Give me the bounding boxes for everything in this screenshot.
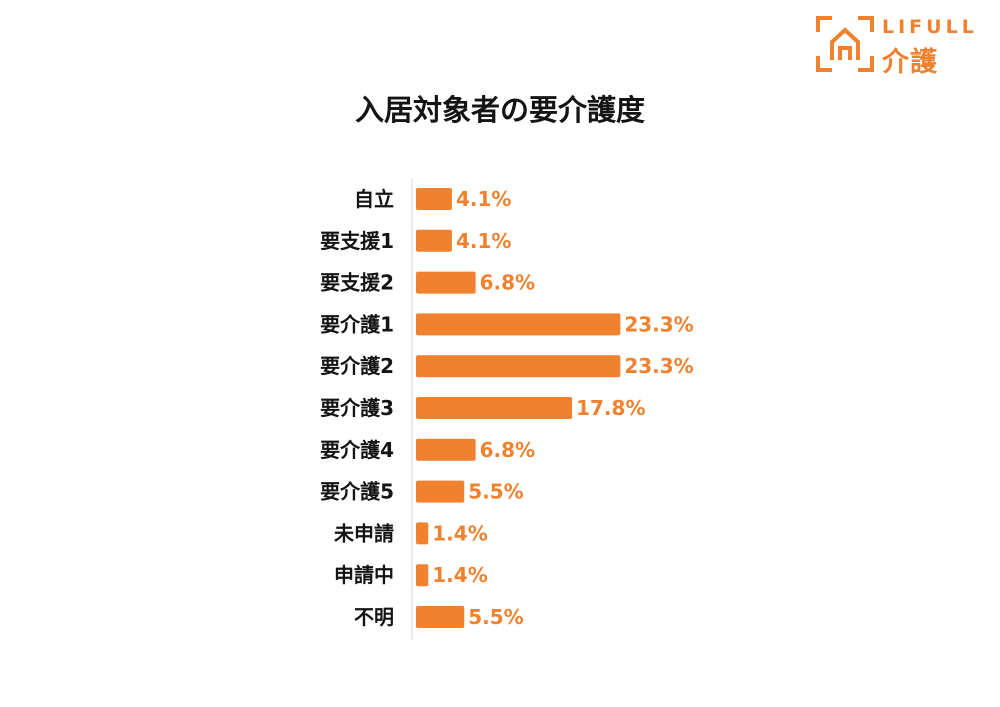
bar [416, 522, 429, 545]
bar [416, 564, 429, 587]
data-label: 17.8% [576, 396, 645, 420]
bar [416, 229, 452, 252]
chart-title: 入居対象者の要介護度 [354, 93, 645, 127]
bars-group: 自立 4.1% 要支援1 4.1% 要支援2 6.8% 要介護1 23.3% 要介護2 23.3%… [320, 187, 694, 629]
house-logo-icon [816, 16, 874, 72]
bar [416, 438, 476, 461]
category-label: 要支援2 [320, 271, 394, 295]
logo-subtitle: 介護 [882, 47, 938, 78]
lifull-kaigo-logo: LIFULL 介護 [816, 16, 986, 78]
data-label: 1.4% [432, 521, 487, 545]
data-label: 23.3% [624, 354, 693, 378]
category-label: 不明 [354, 605, 394, 629]
data-label: 4.1% [456, 187, 511, 211]
category-label: 自立 [354, 187, 394, 211]
bar [416, 397, 573, 419]
bar [416, 313, 621, 336]
bar [416, 480, 465, 503]
category-label: 未申請 [334, 521, 394, 545]
category-label: 要支援1 [320, 229, 394, 253]
bar [416, 355, 621, 378]
data-label: 23.3% [624, 312, 693, 336]
category-label: 要介護5 [320, 480, 394, 504]
category-label: 要介護1 [320, 312, 394, 336]
bar [416, 606, 465, 628]
data-label: 1.4% [432, 563, 487, 587]
bar [416, 188, 452, 210]
data-label: 4.1% [456, 229, 511, 253]
data-label: 6.8% [480, 438, 535, 462]
data-label: 6.8% [480, 271, 535, 295]
category-label: 申請中 [334, 563, 394, 587]
category-label: 要介護4 [320, 438, 394, 462]
category-label: 要介護2 [320, 354, 394, 378]
bar [416, 271, 476, 294]
category-label: 要介護3 [320, 396, 394, 420]
data-label: 5.5% [468, 480, 523, 504]
logo-wordmark: LIFULL [882, 16, 978, 38]
data-label: 5.5% [468, 605, 523, 629]
